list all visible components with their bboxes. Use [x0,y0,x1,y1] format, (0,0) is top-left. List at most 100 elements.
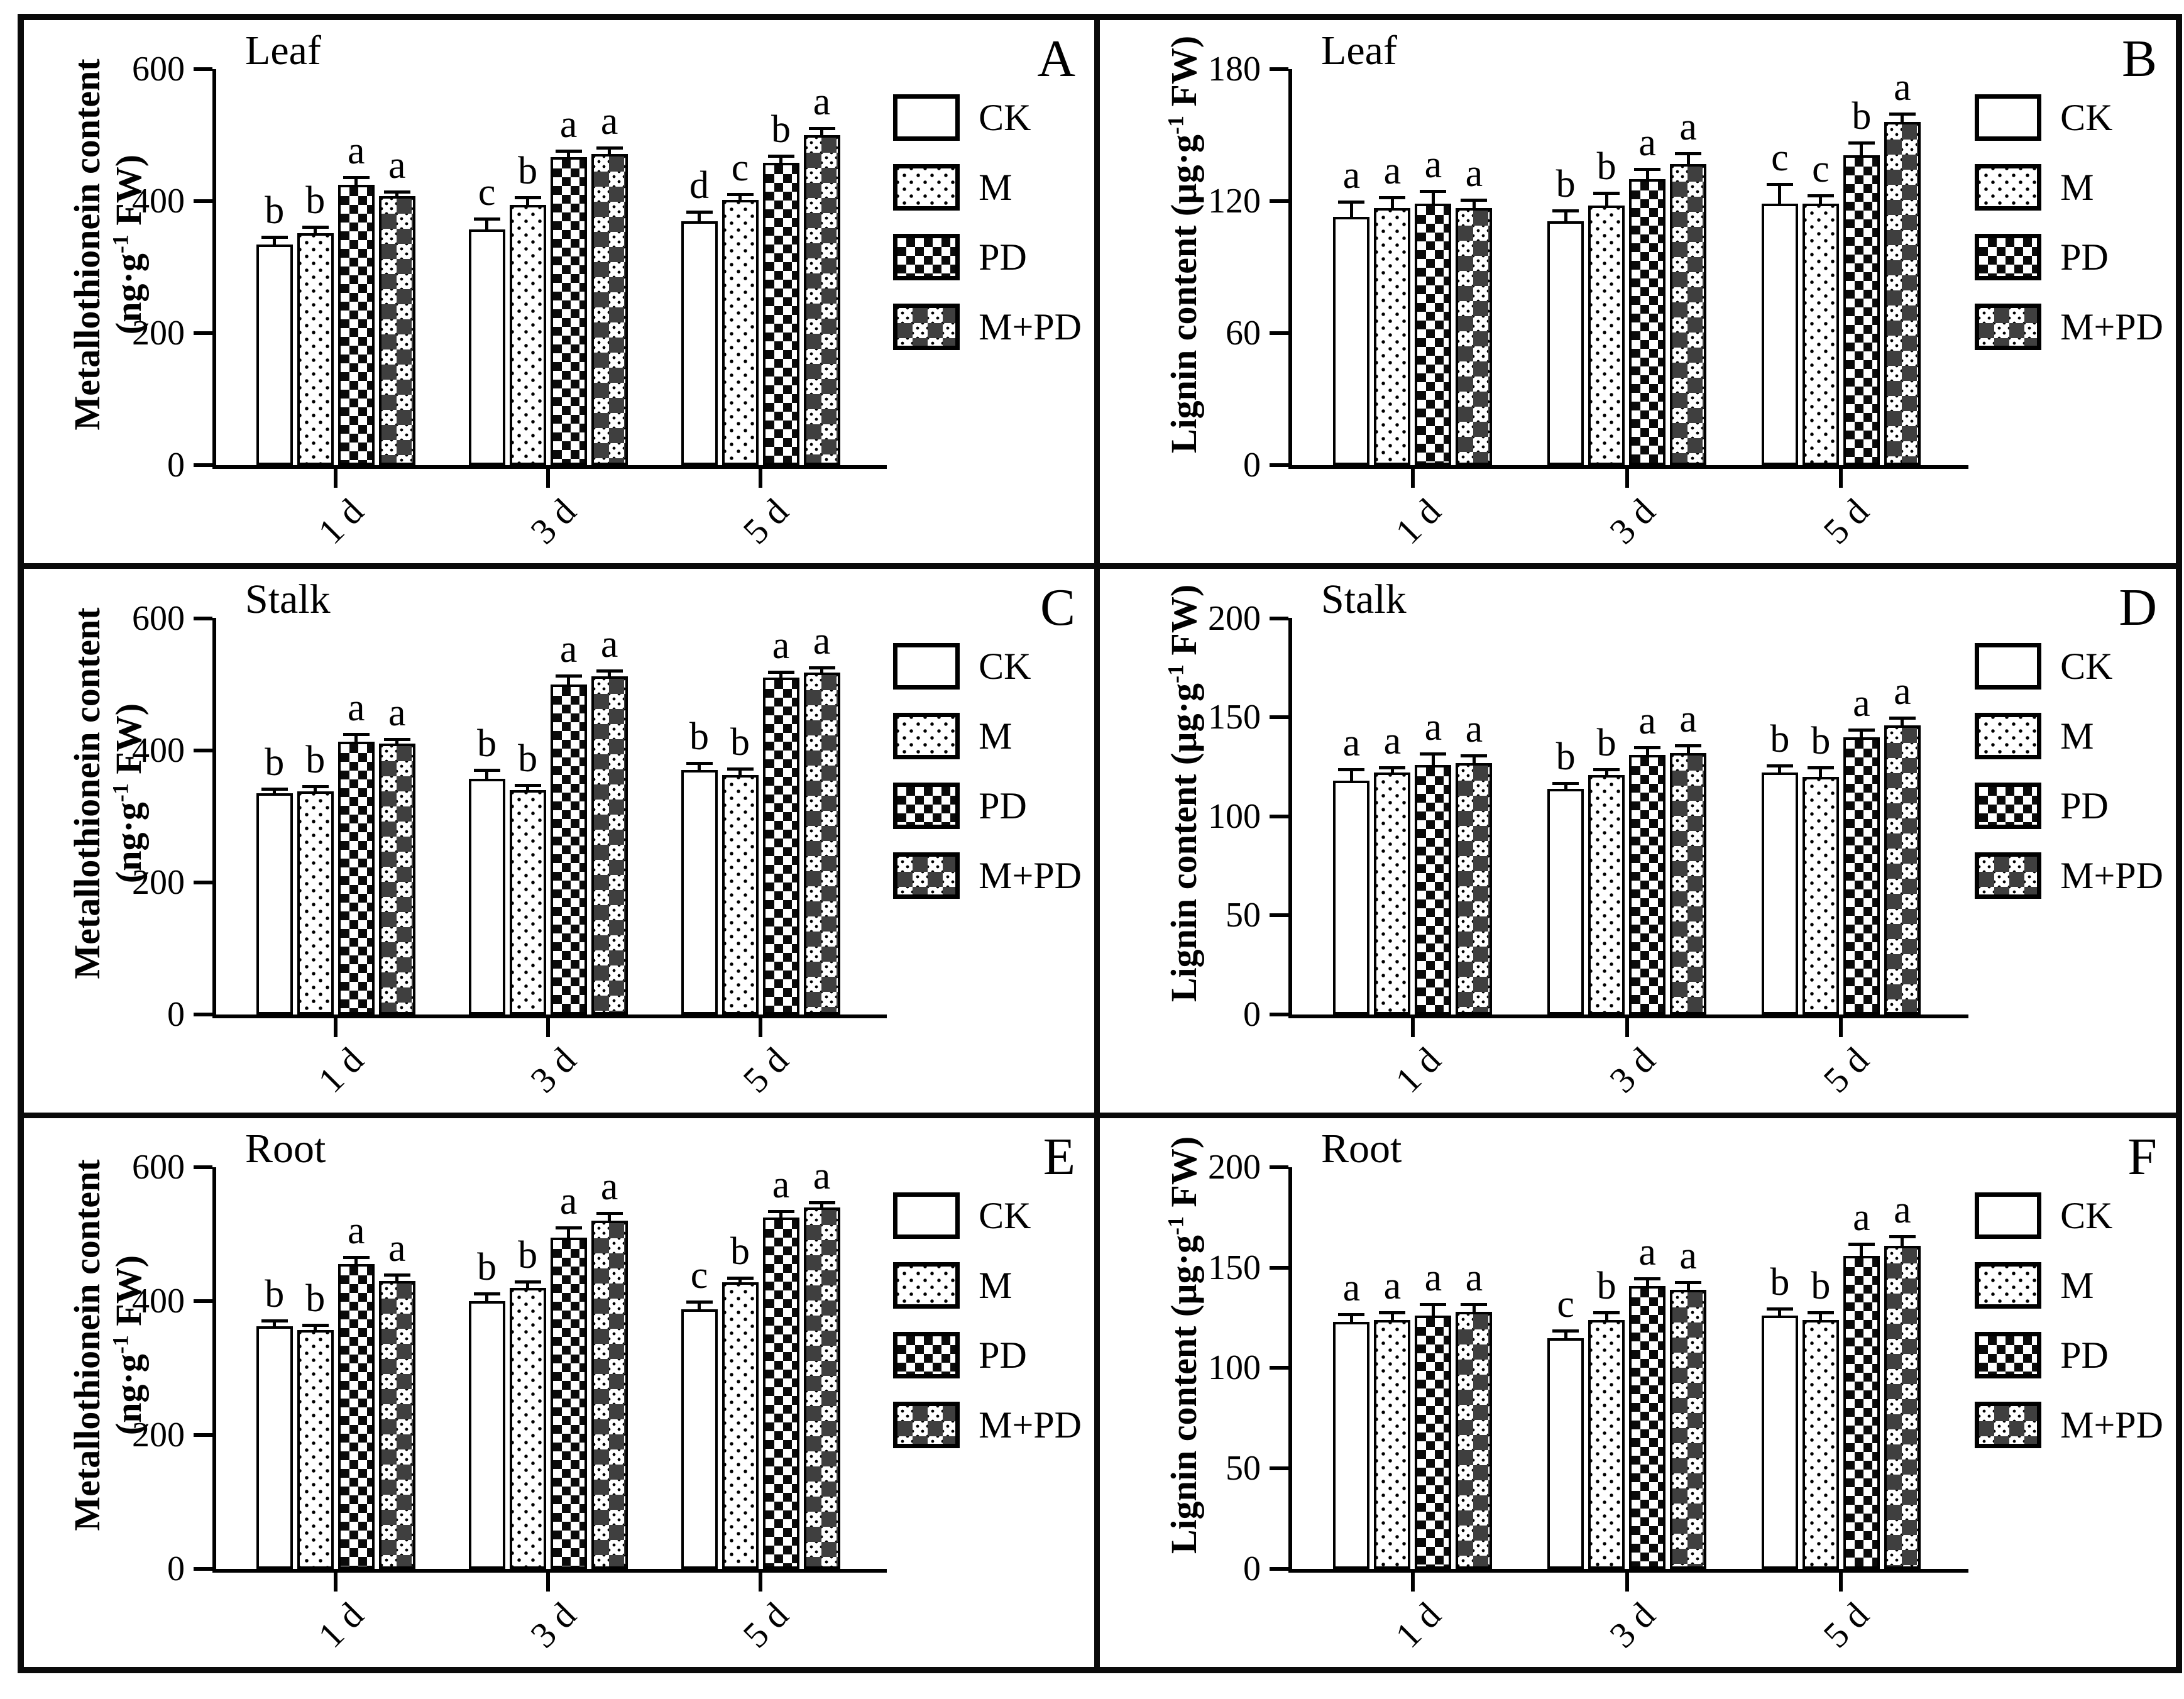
error-bar-stem [779,155,783,163]
legend-label: CK [979,97,1031,138]
legend-swatch-M [893,713,960,760]
legend-label: M [2060,715,2094,757]
error-bar-stem [1431,1304,1435,1316]
legend-label: M [979,715,1012,757]
error-bar-stem [820,127,824,136]
x-tick [334,469,338,488]
bar-M-5d [722,200,759,466]
legend-item: PD [893,234,1082,280]
legend: CK M PD M+PD [1975,643,2163,922]
legend-swatch-MplusPD [893,1401,960,1448]
y-tick-label: 200 [132,314,185,353]
y-tick [194,1165,212,1169]
legend-swatch-PD [893,1331,960,1378]
legend-swatch-MplusPD [893,304,960,350]
legend-label: CK [979,646,1031,688]
error-bar-stem [485,217,489,230]
error-bar-cap [686,211,713,214]
error-bar-stem [738,193,742,201]
significance-letter: a [1383,150,1402,193]
legend-swatch-CK [1975,643,2042,690]
significance-letter: a [1638,700,1656,743]
y-tick-label: 600 [132,598,185,638]
significance-letter: a [600,622,618,666]
error-bar-cap [514,195,541,199]
y-tick [1270,616,1288,620]
significance-letter: a [1383,719,1402,762]
x-tick [334,1572,338,1592]
panel-F: Lignin content (µg·g-1 FW) Root 0 50 100 150 2… [1100,1118,2176,1667]
y-axis-label-unit: (ng·g-1 FW) [107,1255,149,1436]
legend-item: M [1975,713,2163,760]
bar-M-3d [509,204,546,466]
y-tick-label: 60 [1226,314,1261,353]
error-bar-cap [473,769,500,773]
significance-letter: a [1342,722,1361,765]
bar-M-3d [1588,206,1625,466]
y-tick [1270,1165,1288,1169]
significance-letter: b [1811,719,1831,762]
error-bar-stem [526,196,530,205]
y-tick-label: 120 [1208,182,1261,221]
bar-CK-1d [1333,1322,1370,1569]
significance-letter: a [348,1209,365,1252]
legend-label: PD [2060,785,2109,827]
significance-letter: a [1679,698,1697,741]
y-tick-label: 0 [167,994,185,1034]
y-tick [1270,1466,1288,1471]
legend-item: M [893,713,1082,760]
error-bar-cap [1461,754,1488,758]
error-bar-stem [1605,769,1608,775]
bar-PD-5d [762,1217,799,1569]
x-tick [1625,1572,1629,1592]
error-bar-stem [1819,766,1823,777]
error-bar-cap [596,146,623,150]
error-bar-stem [738,768,742,775]
panel-title: Root [245,1125,326,1172]
error-bar-stem [1390,766,1394,773]
error-bar-cap [383,190,410,194]
significance-letter: c [1771,136,1789,180]
legend-label: M+PD [979,306,1082,348]
y-tick-label: 0 [1243,446,1261,485]
error-bar-cap [727,1276,754,1280]
x-tick [1839,1018,1843,1037]
error-bar-stem [1645,168,1649,180]
legend: CK M PD M+PD [1975,1192,2163,1471]
unit-superscript: -1 [1163,664,1188,684]
panel-letter: E [1043,1127,1075,1186]
y-axis-label-line1: Metallothionein content [67,58,107,431]
legend-label: M+PD [979,855,1082,897]
legend-item: M+PD [1975,852,2163,899]
error-bar-cap [343,733,370,737]
bar-CK-5d [681,221,718,466]
legend-item: PD [893,1331,1082,1378]
significance-letter: a [348,129,365,173]
significance-letter: a [1342,154,1361,197]
error-bar-cap [1593,192,1620,195]
error-bar-stem [1645,1277,1649,1286]
y-axis-label-text: Metallothionein content (ng·g-1 FW) [67,1160,150,1531]
bar-MplusPD-5d [1884,122,1921,466]
bar-M-5d [1802,776,1839,1014]
bar-MplusPD-5d [1884,725,1921,1014]
significance-letter: a [1424,143,1442,186]
panel-letter: A [1037,30,1075,88]
significance-letter: b [477,722,497,766]
legend-item: CK [1975,1192,2163,1239]
error-bar-cap [1379,766,1406,769]
significance-letter: c [1812,147,1830,190]
significance-letter: b [1852,94,1872,138]
significance-letter: a [348,686,365,730]
error-bar-stem [1901,113,1904,123]
y-tick [194,199,212,204]
legend-label: PD [2060,1334,2109,1376]
significance-letter: a [1679,106,1697,149]
x-tick [1839,469,1843,488]
error-bar-cap [473,1292,500,1296]
panel-title: Leaf [245,28,321,74]
legend-swatch-MplusPD [1975,1401,2042,1448]
y-axis-label-line1: Lignin content (µg·g-1 FW) [1163,35,1204,454]
error-bar-stem [1349,1314,1353,1322]
y-tick-label: 600 [132,1147,185,1187]
